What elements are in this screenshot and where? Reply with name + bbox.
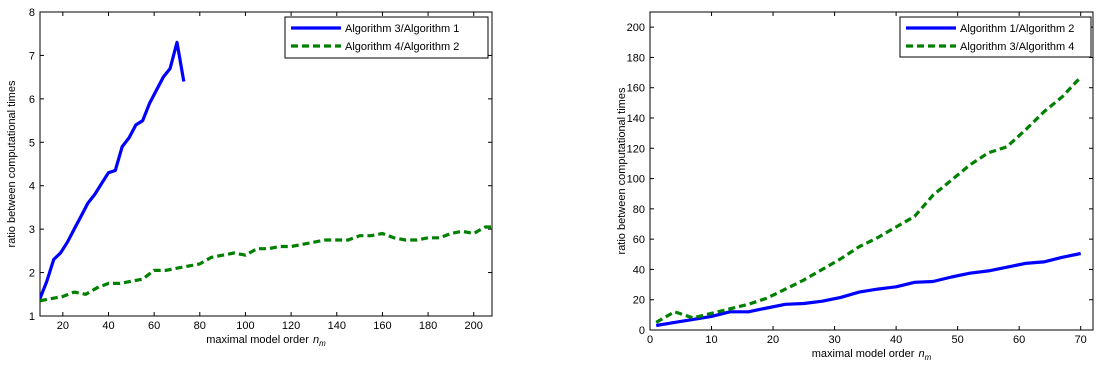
x-axis-label-subscript: m xyxy=(925,353,932,362)
x-axis-label-variable: n xyxy=(918,348,924,360)
y-tick-label: 5 xyxy=(29,137,35,149)
x-tick-label: 60 xyxy=(148,320,160,332)
legend-label-1: Algorithm 1/Algorithm 2 xyxy=(960,23,1074,35)
plot-area-frame xyxy=(649,11,1094,331)
series-line-2 xyxy=(655,76,1082,324)
series-line-2 xyxy=(40,225,492,303)
x-axis-label-text: maximal model order xyxy=(206,334,309,346)
y-tick-label: 4 xyxy=(29,181,35,193)
x-tick-label: 60 xyxy=(1013,334,1025,346)
chart-2: 0 10 20 30 40 50 60 70 0 20 40 60 80 100 120 140 160 180 2… xyxy=(616,11,1094,362)
x-axis-label-text: maximal model order xyxy=(812,348,915,360)
legend-label-2: Algorithm 4/Algorithm 2 xyxy=(345,41,459,53)
series-line-1 xyxy=(40,40,186,300)
x-tick-label: 40 xyxy=(102,320,114,332)
y-tick-label: 180 xyxy=(627,52,645,64)
y-tick-label: 100 xyxy=(627,174,645,186)
legend-box xyxy=(284,16,489,59)
x-axis-label-subscript: m xyxy=(319,339,326,348)
y-tick-label: 7 xyxy=(29,50,35,62)
y-tick-label: 60 xyxy=(633,234,645,246)
y-tick-label: 120 xyxy=(627,143,645,155)
x-tick-label: 70 xyxy=(1075,334,1087,346)
y-tick-label: 8 xyxy=(29,7,35,19)
series-line-1 xyxy=(655,251,1082,328)
x-tick-label: 120 xyxy=(282,320,300,332)
x-tick-label: 20 xyxy=(767,334,779,346)
y-tick-label: 20 xyxy=(633,295,645,307)
y-axis-label: ratio between computational times xyxy=(6,80,18,247)
x-axis-label: maximal model order nm xyxy=(812,348,932,362)
x-tick-label: 160 xyxy=(373,320,391,332)
legend: Algorithm 1/Algorithm 2 Algorithm 3/Algor… xyxy=(899,16,1092,58)
y-tick-label: 2 xyxy=(29,268,35,280)
y-tick-label: 80 xyxy=(633,204,645,216)
x-tick-label: 10 xyxy=(705,334,717,346)
x-tick-label: 20 xyxy=(57,320,69,332)
y-tick-label: 3 xyxy=(29,224,35,236)
y-tick-label: 200 xyxy=(627,22,645,34)
y-tick-label: 140 xyxy=(627,113,645,125)
x-tick-label: 0 xyxy=(647,334,653,346)
x-tick-label: 50 xyxy=(952,334,964,346)
x-axis-label: maximal model order nm xyxy=(206,334,326,348)
x-axis-label-variable: n xyxy=(313,334,319,346)
legend-box xyxy=(899,16,1092,58)
y-axis-label: ratio between computational times xyxy=(616,87,628,254)
x-tick-label: 30 xyxy=(828,334,840,346)
y-tick-label: 6 xyxy=(29,94,35,106)
y-tick-label: 160 xyxy=(627,83,645,95)
legend-label-2: Algorithm 3/Algorithm 4 xyxy=(960,41,1074,53)
plot-area-frame xyxy=(39,11,493,317)
chart-1: 20 40 60 80 100 120 140 160 180 200 1 2 3 4 5 6 7 8 maxima… xyxy=(6,7,493,348)
y-tick-label: 1 xyxy=(29,311,35,323)
y-tick-label: 0 xyxy=(639,325,645,337)
x-tick-label: 80 xyxy=(194,320,206,332)
x-tick-label: 40 xyxy=(890,334,902,346)
y-tick-label: 40 xyxy=(633,264,645,276)
x-tick-label: 100 xyxy=(236,320,254,332)
x-tick-label: 180 xyxy=(419,320,437,332)
x-tick-label: 140 xyxy=(328,320,346,332)
legend-label-1: Algorithm 3/Algorithm 1 xyxy=(345,23,459,35)
legend: Algorithm 3/Algorithm 1 Algorithm 4/Algor… xyxy=(284,16,489,59)
x-tick-label: 200 xyxy=(465,320,483,332)
